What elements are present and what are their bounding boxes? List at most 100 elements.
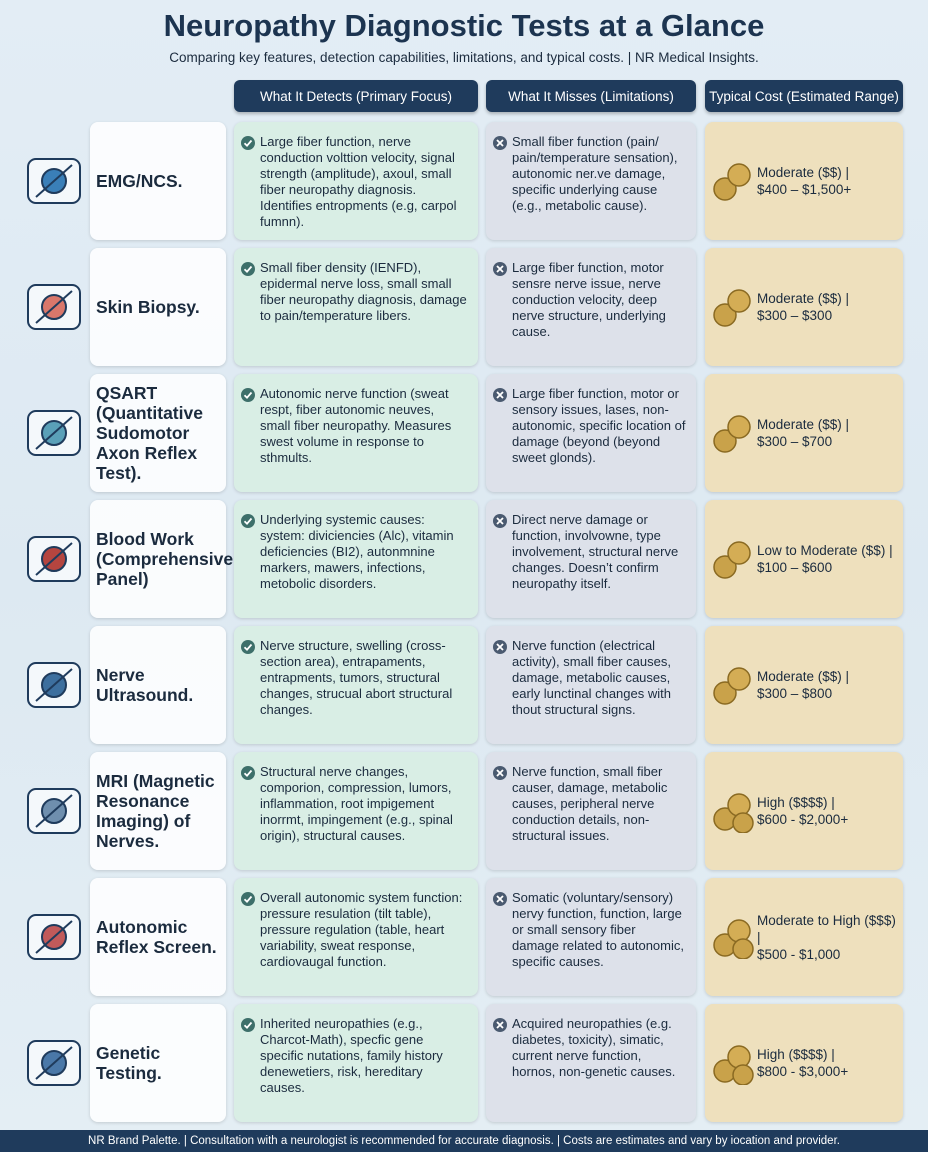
cost-level: High ($$$$) | xyxy=(757,795,835,810)
detects-cell: Overall autonomic system function: press… xyxy=(234,878,478,996)
x-icon xyxy=(493,136,507,150)
column-header: Typical Cost (Estimated Range) xyxy=(705,80,903,112)
title: Neuropathy Diagnostic Tests at a Glance xyxy=(163,8,765,43)
test-icon xyxy=(27,536,81,582)
check-icon xyxy=(241,514,255,528)
coin-icon xyxy=(713,541,751,579)
coin-icon xyxy=(713,415,751,453)
cost-level: Moderate ($$) | xyxy=(757,417,850,432)
cost-level: Moderate to High ($$$) | xyxy=(757,912,896,945)
test-icon xyxy=(27,410,81,456)
misses-cell: Large fiber function, motor or sensory i… xyxy=(486,374,696,492)
test-name: MRI (Magnetic Resonance Imaging) of Nerv… xyxy=(90,752,226,870)
subtitle: Comparing key features, detection capabi… xyxy=(169,50,759,65)
test-name: Blood Work (Comprehensive Panel) xyxy=(90,500,233,618)
detects-cell: Large fiber function, nerve conduction v… xyxy=(234,122,478,240)
test-icon xyxy=(27,1040,81,1086)
cost-level: Moderate ($$) | xyxy=(757,165,850,180)
test-name: Autonomic Reflex Screen. xyxy=(90,878,226,996)
cost-range: $300 – $700 xyxy=(757,434,833,449)
test-name-text: Blood Work (Comprehensive Panel) xyxy=(96,529,234,589)
check-icon xyxy=(241,640,255,654)
x-icon xyxy=(493,1018,507,1032)
cost-cell: Low to Moderate ($$) | $100 – $600 xyxy=(705,500,903,618)
test-icon xyxy=(27,158,81,204)
misses-cell: Nerve function, small fiber causer, dama… xyxy=(486,752,696,870)
cost-text: Moderate to High ($$$) | $500 - $1,000 xyxy=(757,912,899,963)
detects-cell: Nerve structure, swelling (cross-section… xyxy=(234,626,478,744)
cost-text: Low to Moderate ($$) | $100 – $600 xyxy=(757,542,893,576)
check-icon xyxy=(241,388,255,402)
check-icon xyxy=(241,766,255,780)
test-name-text: Skin Biopsy. xyxy=(96,297,200,317)
cost-cell: High ($$$$) | $800 - $3,000+ xyxy=(705,1004,903,1122)
test-icon xyxy=(27,284,81,330)
cost-text: Moderate ($$) | $300 – $300 xyxy=(757,290,849,324)
misses-cell: Large fiber function, motor sensre nerve… xyxy=(486,248,696,366)
misses-cell: Direct nerve damage or function, involvo… xyxy=(486,500,696,618)
misses-cell: Acquired neuropathies (e.g. diabetes, to… xyxy=(486,1004,696,1122)
cost-range: $800 - $3,000+ xyxy=(757,1064,849,1079)
cost-range: $500 - $1,000 xyxy=(757,946,841,962)
cost-cell: Moderate to High ($$$) | $500 - $1,000 xyxy=(705,878,903,996)
cost-cell: High ($$$$) | $600 - $2,000+ xyxy=(705,752,903,870)
cost-level: Moderate ($$) | xyxy=(757,291,850,306)
coin-icon xyxy=(713,793,754,833)
test-name-text: QSART (Quantitative Sudomotor Axon Refle… xyxy=(96,383,203,483)
test-name-text: EMG/NCS. xyxy=(96,171,183,191)
x-icon xyxy=(493,262,507,276)
coin-icon xyxy=(713,919,754,959)
cost-text: Moderate ($$) | $300 – $800 xyxy=(757,668,849,702)
test-icon xyxy=(27,914,81,960)
cost-range: $600 - $2,000+ xyxy=(757,812,849,827)
detects-cell: Inherited neuropathies (e.g., Charcot-Ma… xyxy=(234,1004,478,1122)
test-name-text: MRI (Magnetic Resonance Imaging) of Nerv… xyxy=(96,771,215,851)
x-icon xyxy=(493,514,507,528)
test-name: Nerve Ultrasound. xyxy=(90,626,226,744)
cost-cell: Moderate ($$) | $300 – $300 xyxy=(705,248,903,366)
detects-cell: Underlying systemic causes: system: divi… xyxy=(234,500,478,618)
test-icon xyxy=(27,662,81,708)
cost-text: High ($$$$) | $600 - $2,000+ xyxy=(757,794,848,828)
test-name: EMG/NCS. xyxy=(90,122,226,240)
misses-cell: Small fiber function (pain/ pain/tempera… xyxy=(486,122,696,240)
check-icon xyxy=(241,262,255,276)
cost-cell: Moderate ($$) | $400 – $1,500+ xyxy=(705,122,903,240)
test-name: QSART (Quantitative Sudomotor Axon Refle… xyxy=(90,374,226,492)
cost-text: Moderate ($$) | $300 – $700 xyxy=(757,416,849,450)
footer: NR Brand Palette. | Consultation with a … xyxy=(0,1130,928,1152)
cost-text: High ($$$$) | $800 - $3,000+ xyxy=(757,1046,848,1080)
x-icon xyxy=(493,388,507,402)
test-name-text: Genetic Testing. xyxy=(96,1043,162,1083)
cost-range: $300 – $300 xyxy=(757,308,833,323)
cost-range: $100 – $600 xyxy=(757,560,833,575)
check-icon xyxy=(241,892,255,906)
misses-cell: Nerve function (electrical activity), sm… xyxy=(486,626,696,744)
check-icon xyxy=(241,136,255,150)
cost-range: $300 – $800 xyxy=(757,686,833,701)
coin-icon xyxy=(713,289,751,327)
test-name-text: Autonomic Reflex Screen. xyxy=(96,917,217,957)
x-icon xyxy=(493,640,507,654)
column-header: What It Misses (Limitations) xyxy=(486,80,696,112)
x-icon xyxy=(493,766,507,780)
test-name-text: Nerve Ultrasound. xyxy=(96,665,194,705)
coin-icon xyxy=(713,1045,754,1085)
cost-range: $400 – $1,500+ xyxy=(757,182,852,197)
cost-level: High ($$$$) | xyxy=(757,1047,835,1062)
detects-cell: Autonomic nerve function (sweat respt, f… xyxy=(234,374,478,492)
detects-cell: Small fiber density (IENFD), epidermal n… xyxy=(234,248,478,366)
cost-cell: Moderate ($$) | $300 – $700 xyxy=(705,374,903,492)
coin-icon xyxy=(713,667,751,705)
test-icon xyxy=(27,788,81,834)
cost-level: Low to Moderate ($$) | xyxy=(757,543,893,558)
column-header: What It Detects (Primary Focus) xyxy=(234,80,478,112)
cost-level: Moderate ($$) | xyxy=(757,669,850,684)
cost-text: Moderate ($$) | $400 – $1,500+ xyxy=(757,164,851,198)
detects-cell: Structural nerve changes, comporion, com… xyxy=(234,752,478,870)
coin-icon xyxy=(713,163,751,201)
cost-cell: Moderate ($$) | $300 – $800 xyxy=(705,626,903,744)
test-name: Skin Biopsy. xyxy=(90,248,226,366)
x-icon xyxy=(493,892,507,906)
